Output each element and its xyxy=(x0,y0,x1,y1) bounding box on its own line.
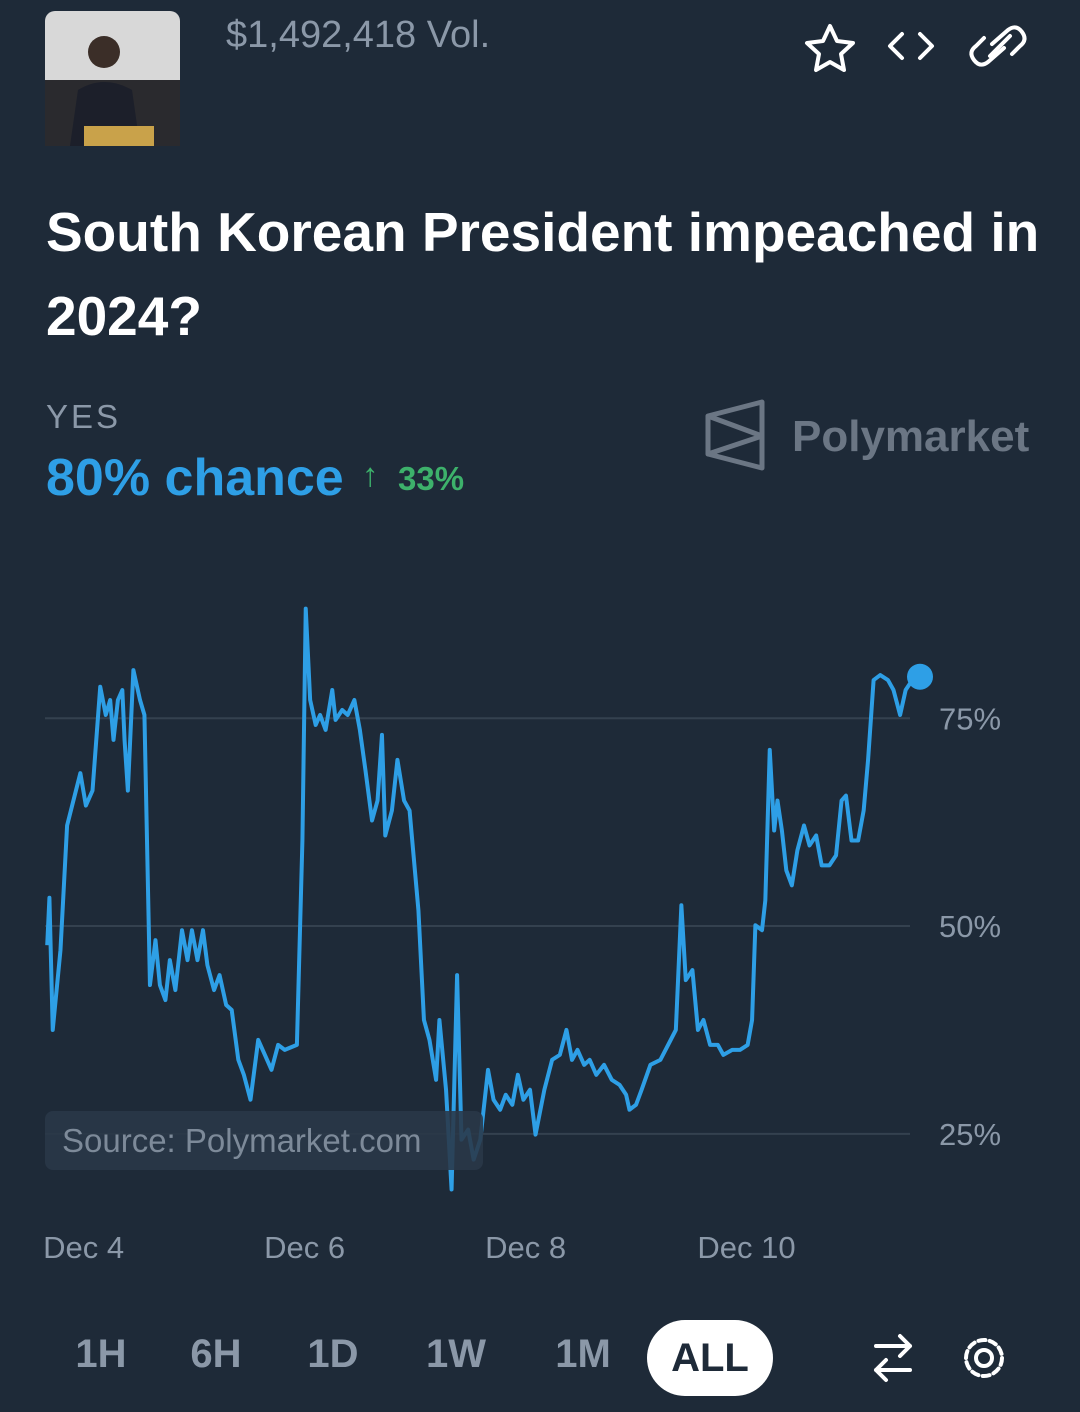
range-button[interactable]: ALL xyxy=(647,1320,773,1396)
avatar[interactable] xyxy=(45,11,180,146)
range-button[interactable]: 1W xyxy=(426,1332,486,1376)
source: Source: Polymarket.com xyxy=(62,1122,421,1159)
x-tick-label: Dec 6 xyxy=(264,1230,345,1265)
x-tick-label: Dec 4 xyxy=(43,1230,124,1265)
y-tick-label: 25% xyxy=(939,1117,1001,1152)
range-button[interactable]: 6H xyxy=(190,1332,242,1376)
y-tick-label: 50% xyxy=(939,909,1001,944)
brand: Polymarket xyxy=(792,412,1030,461)
volume: $1,492,418 Vol. xyxy=(226,14,491,56)
outcome-label: YES xyxy=(46,398,122,435)
x-tick-label: Dec 8 xyxy=(485,1230,566,1265)
settings-icon[interactable] xyxy=(964,1338,1004,1378)
swap-icon[interactable] xyxy=(874,1334,912,1382)
source-badge xyxy=(45,1111,483,1170)
last-point xyxy=(907,663,933,690)
x-tick-label: Dec 10 xyxy=(697,1230,795,1265)
embed-icon[interactable] xyxy=(888,32,934,60)
market-title: South Korean President impeached in 2024… xyxy=(46,201,1040,347)
up-arrow: ↑ xyxy=(362,456,379,493)
favorite-icon[interactable] xyxy=(805,24,855,72)
logo-icon xyxy=(705,399,765,471)
change: 33% xyxy=(398,460,465,497)
range-button[interactable]: 1H xyxy=(75,1332,127,1376)
link-icon[interactable] xyxy=(969,25,1027,67)
price-line xyxy=(45,606,921,1192)
chance: 80% chance xyxy=(46,449,344,507)
range-button[interactable]: 1M xyxy=(555,1332,611,1376)
y-tick-label: 75% xyxy=(939,701,1001,736)
range-button[interactable]: 1D xyxy=(307,1332,359,1376)
